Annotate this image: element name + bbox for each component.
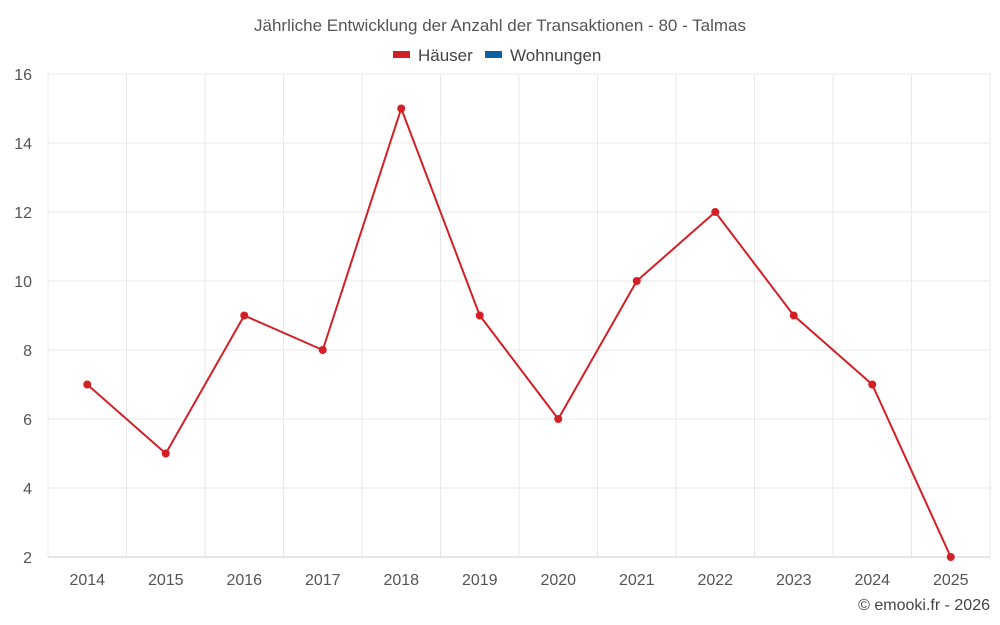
gridlines	[47, 73, 991, 557]
x-tick-label: 2017	[305, 572, 341, 589]
legend-swatch-hauser	[393, 51, 410, 58]
data-point-2016[interactable]	[240, 311, 249, 320]
x-tick-label: 2014	[69, 572, 105, 589]
data-point-2019[interactable]	[475, 311, 484, 320]
data-point-2025[interactable]	[946, 553, 955, 561]
y-tick-label: 10	[14, 274, 32, 291]
y-tick-label: 8	[23, 343, 32, 360]
data-point-2014[interactable]	[83, 380, 92, 389]
x-tick-label: 2016	[226, 572, 262, 589]
y-tick-label: 14	[14, 136, 32, 153]
x-tick-label: 2015	[148, 572, 184, 589]
legend-label-hauser[interactable]: Häuser	[418, 46, 473, 65]
data-point-2015[interactable]	[161, 449, 170, 458]
data-point-2022[interactable]	[711, 208, 720, 216]
series-line-häuser	[86, 107, 952, 558]
y-tick-label: 2	[23, 550, 32, 567]
data-point-2017[interactable]	[318, 346, 327, 354]
y-tick-label: 16	[14, 67, 32, 84]
data-point-2018[interactable]	[397, 104, 406, 113]
y-axis-ticks: 2 4 6 8 10 12 14 16	[14, 67, 32, 567]
legend: Häuser Wohnungen	[393, 46, 601, 65]
series-layer	[83, 104, 955, 561]
data-point-2024[interactable]	[868, 380, 877, 389]
y-tick-label: 6	[23, 412, 32, 429]
x-tick-label: 2018	[383, 572, 419, 589]
x-tick-label: 2021	[619, 572, 655, 589]
data-point-2020[interactable]	[554, 415, 563, 423]
data-point-2021[interactable]	[632, 277, 641, 285]
legend-label-wohnungen[interactable]: Wohnungen	[510, 46, 601, 65]
chart-title: Jährliche Entwicklung der Anzahl der Tra…	[254, 16, 746, 35]
legend-swatch-wohnungen	[485, 51, 502, 58]
x-tick-label: 2022	[697, 572, 733, 589]
data-point-2023[interactable]	[789, 311, 798, 320]
x-tick-label: 2024	[854, 572, 890, 589]
y-tick-label: 4	[23, 481, 32, 498]
y-tick-label: 12	[14, 205, 32, 222]
x-axis-ticks: 2014 2015 2016 2017 2018 2019 2020 2021 2022 2023…	[69, 572, 968, 589]
x-tick-label: 2020	[540, 572, 576, 589]
credit-text: © emooki.fr - 2026	[858, 597, 990, 614]
x-tick-label: 2025	[933, 572, 969, 589]
x-tick-label: 2019	[462, 572, 498, 589]
x-tick-label: 2023	[776, 572, 812, 589]
